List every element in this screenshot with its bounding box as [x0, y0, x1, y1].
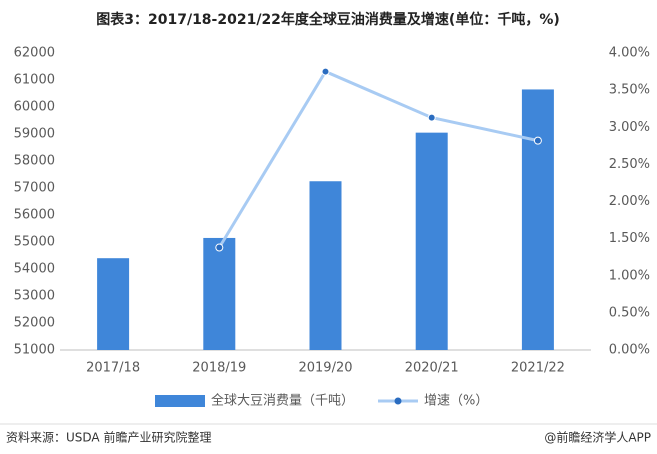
line-point	[427, 113, 436, 122]
line-point	[533, 136, 542, 145]
bar	[521, 89, 554, 350]
y-tick-label: 60000	[14, 100, 55, 115]
line	[218, 69, 539, 249]
y2-tick-label: 1.50%	[609, 231, 650, 246]
x-tick-label: 2018/19	[192, 361, 246, 376]
y-tick-label: 57000	[14, 181, 55, 196]
bar	[415, 132, 448, 350]
bar	[309, 181, 342, 350]
y-tick-label: 61000	[14, 73, 55, 88]
legend-swatch	[155, 395, 205, 407]
line-point	[321, 67, 330, 76]
chart-title: 图表3：2017/18-2021/22年度全球豆油消费量及增速(单位：千吨，%)	[96, 11, 560, 28]
x-tick-label: 2021/22	[511, 361, 565, 376]
source: 资料来源：USDA 前瞻产业研究院整理	[6, 430, 211, 445]
y-tick-label: 56000	[14, 208, 55, 223]
line-point	[215, 243, 224, 252]
y-tick-label: 59000	[14, 127, 55, 142]
legend-label: 全球大豆消费量（千吨）	[211, 393, 354, 409]
y-tick-label: 55000	[14, 235, 55, 250]
x-tick-label: 2020/21	[405, 361, 459, 376]
y2-tick-label: 4.00%	[609, 46, 650, 61]
bar	[97, 258, 130, 350]
y-tick-label: 54000	[14, 262, 55, 277]
y-tick-label: 51000	[14, 343, 55, 358]
y2-tick-label: 0.00%	[609, 343, 650, 358]
y2-tick-label: 3.00%	[609, 120, 650, 135]
y-tick-label: 58000	[14, 154, 55, 169]
y2-tick-label: 1.00%	[609, 268, 650, 283]
x-tick-label: 2017/18	[86, 361, 140, 376]
legend-marker	[394, 397, 402, 405]
y2-tick-label: 2.00%	[609, 194, 650, 209]
legend-label: 增速（%）	[424, 394, 488, 409]
bar	[203, 237, 236, 350]
x-tick-label: 2019/20	[298, 361, 352, 376]
y2-tick-label: 0.50%	[609, 305, 650, 320]
y2-tick-label: 3.50%	[609, 83, 650, 98]
y-tick-label: 53000	[14, 289, 55, 304]
y-tick-label: 62000	[14, 46, 55, 61]
y2-tick-label: 2.50%	[609, 157, 650, 172]
credit: @前瞻经济学人APP	[544, 430, 651, 445]
y-tick-label: 52000	[14, 316, 55, 331]
